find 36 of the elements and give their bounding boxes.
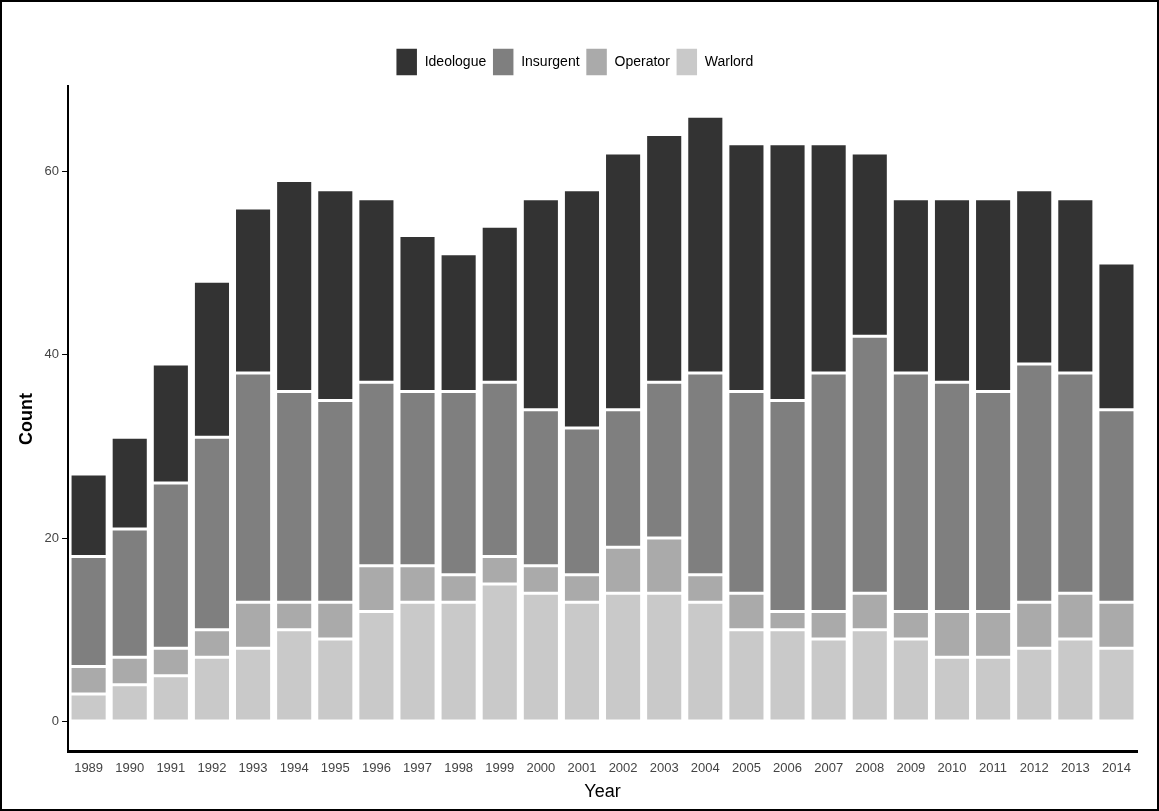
x-tick-label: 2000	[526, 760, 556, 776]
x-tick-label: 2001	[567, 760, 597, 776]
y-tick-label: 40	[44, 346, 60, 362]
y-tick-label: 20	[44, 529, 60, 545]
x-tick-label: 2008	[855, 760, 885, 776]
x-tick-label: 1996	[361, 760, 391, 776]
x-axis-title: Year	[584, 781, 621, 802]
x-tick-label: 1998	[444, 760, 474, 776]
x-tick-label: 2002	[608, 760, 638, 776]
x-tick-label: 2007	[814, 760, 844, 776]
legend-label: Warlord	[704, 52, 754, 69]
x-tick-label: 2014	[1101, 760, 1131, 776]
x-tick-label: 1989	[74, 760, 104, 776]
y-tick-label: 60	[44, 162, 60, 178]
x-tick-label: 1995	[320, 760, 350, 776]
x-tick-label: 2011	[979, 760, 1008, 776]
x-tick-label: 2010	[937, 760, 967, 776]
legend-label: Operator	[614, 52, 671, 69]
y-axis-title: Count	[15, 392, 36, 445]
x-tick-label: 2012	[1019, 760, 1049, 776]
x-tick-label: 1990	[115, 760, 145, 776]
x-tick-label: 2006	[773, 760, 802, 776]
x-tick-label: 1994	[279, 760, 309, 776]
x-tick-label: 2003	[649, 760, 679, 776]
x-tick-label: 1997	[403, 760, 432, 776]
y-tick-label: 0	[51, 713, 60, 729]
x-tick-label: 1993	[238, 760, 268, 776]
x-tick-label: 2009	[896, 760, 926, 776]
x-tick-label: 1999	[485, 760, 515, 776]
x-tick-label: 2005	[731, 760, 761, 776]
x-tick-label: 1992	[197, 760, 227, 776]
x-tick-label: 1991	[156, 760, 186, 776]
legend-label: Ideologue	[424, 52, 487, 69]
x-tick-label: 2004	[690, 760, 720, 776]
legend-label: Insurgent	[521, 52, 580, 69]
x-tick-label: 2013	[1060, 760, 1090, 776]
